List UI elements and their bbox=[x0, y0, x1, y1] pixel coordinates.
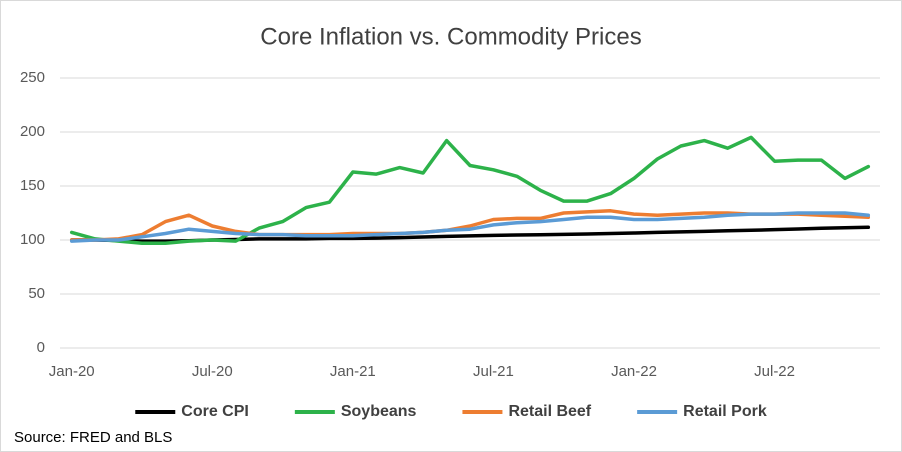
x-tick-label: Jul-20 bbox=[192, 363, 233, 380]
x-tick-label: Jan-21 bbox=[330, 363, 376, 380]
series-line bbox=[69, 211, 871, 243]
series-line bbox=[69, 135, 871, 245]
legend-label: Retail Pork bbox=[683, 403, 767, 420]
y-tick-label: 200 bbox=[20, 123, 45, 140]
y-tick-label: 100 bbox=[20, 231, 45, 248]
y-tick-label: 0 bbox=[37, 339, 45, 356]
y-tick-label: 250 bbox=[20, 69, 45, 86]
x-tick-label: Jul-22 bbox=[754, 363, 795, 380]
legend-label: Soybeans bbox=[341, 403, 417, 420]
x-tick-label: Jan-22 bbox=[611, 363, 657, 380]
chart-title: Core Inflation vs. Commodity Prices bbox=[260, 23, 641, 50]
legend-label: Core CPI bbox=[181, 403, 249, 420]
y-tick-label: 50 bbox=[28, 285, 45, 302]
source-note: Source: FRED and BLS bbox=[14, 429, 172, 446]
x-tick-label: Jan-20 bbox=[49, 363, 95, 380]
y-tick-label: 150 bbox=[20, 177, 45, 194]
legend-label: Retail Beef bbox=[508, 403, 591, 420]
x-tick-label: Jul-21 bbox=[473, 363, 514, 380]
